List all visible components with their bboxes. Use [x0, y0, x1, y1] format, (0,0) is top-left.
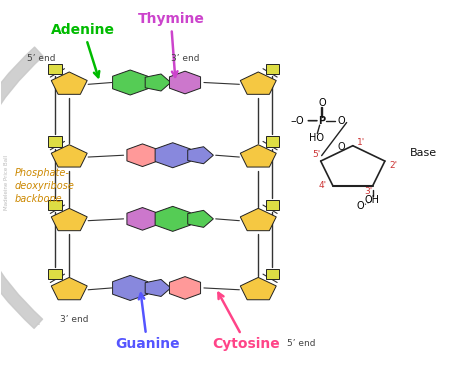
Text: P: P [319, 116, 326, 126]
Polygon shape [127, 208, 158, 230]
Text: O: O [357, 201, 365, 211]
Text: Madeleine Price Ball: Madeleine Price Ball [4, 155, 9, 210]
Text: 4': 4' [319, 181, 327, 191]
Polygon shape [48, 200, 62, 210]
Polygon shape [51, 208, 87, 231]
Polygon shape [48, 269, 62, 279]
Polygon shape [113, 70, 148, 95]
Text: Guanine: Guanine [115, 293, 180, 351]
Text: Base: Base [410, 149, 437, 158]
Polygon shape [48, 136, 62, 147]
Polygon shape [266, 64, 279, 74]
Text: Adenine: Adenine [51, 23, 115, 77]
Polygon shape [170, 71, 201, 94]
Text: 1': 1' [357, 138, 365, 147]
Text: HO: HO [309, 133, 324, 143]
Polygon shape [48, 64, 62, 74]
Polygon shape [170, 277, 201, 299]
Polygon shape [188, 210, 213, 227]
Polygon shape [240, 277, 276, 300]
Text: OH: OH [364, 195, 379, 205]
Text: 5’ end: 5’ end [27, 54, 55, 64]
Polygon shape [266, 200, 279, 210]
Text: –: – [290, 116, 296, 126]
Text: Thymine: Thymine [137, 12, 204, 77]
Polygon shape [240, 72, 276, 94]
Text: O: O [337, 116, 345, 126]
Text: O: O [337, 142, 345, 152]
FancyArrowPatch shape [0, 47, 43, 328]
Polygon shape [51, 145, 87, 167]
Polygon shape [145, 280, 171, 296]
Text: 3': 3' [365, 187, 373, 196]
Polygon shape [240, 208, 276, 231]
Text: Cytosine: Cytosine [212, 293, 280, 351]
Polygon shape [188, 147, 213, 164]
Polygon shape [155, 143, 191, 168]
Text: 2': 2' [389, 161, 398, 170]
Polygon shape [113, 276, 148, 300]
Text: 5': 5' [312, 150, 320, 159]
Polygon shape [266, 269, 279, 279]
Text: 5’ end: 5’ end [287, 339, 315, 348]
Text: 3’ end: 3’ end [60, 315, 88, 324]
Polygon shape [51, 277, 87, 300]
Polygon shape [155, 206, 191, 231]
Text: O: O [296, 116, 303, 126]
Polygon shape [51, 72, 87, 94]
Polygon shape [145, 74, 171, 91]
Text: 3’ end: 3’ end [171, 54, 200, 64]
Polygon shape [266, 136, 279, 147]
Text: Phosphate-
deoxyribose
backbone: Phosphate- deoxyribose backbone [15, 168, 75, 204]
Polygon shape [240, 145, 276, 167]
Text: O: O [318, 97, 326, 108]
Polygon shape [127, 144, 158, 166]
